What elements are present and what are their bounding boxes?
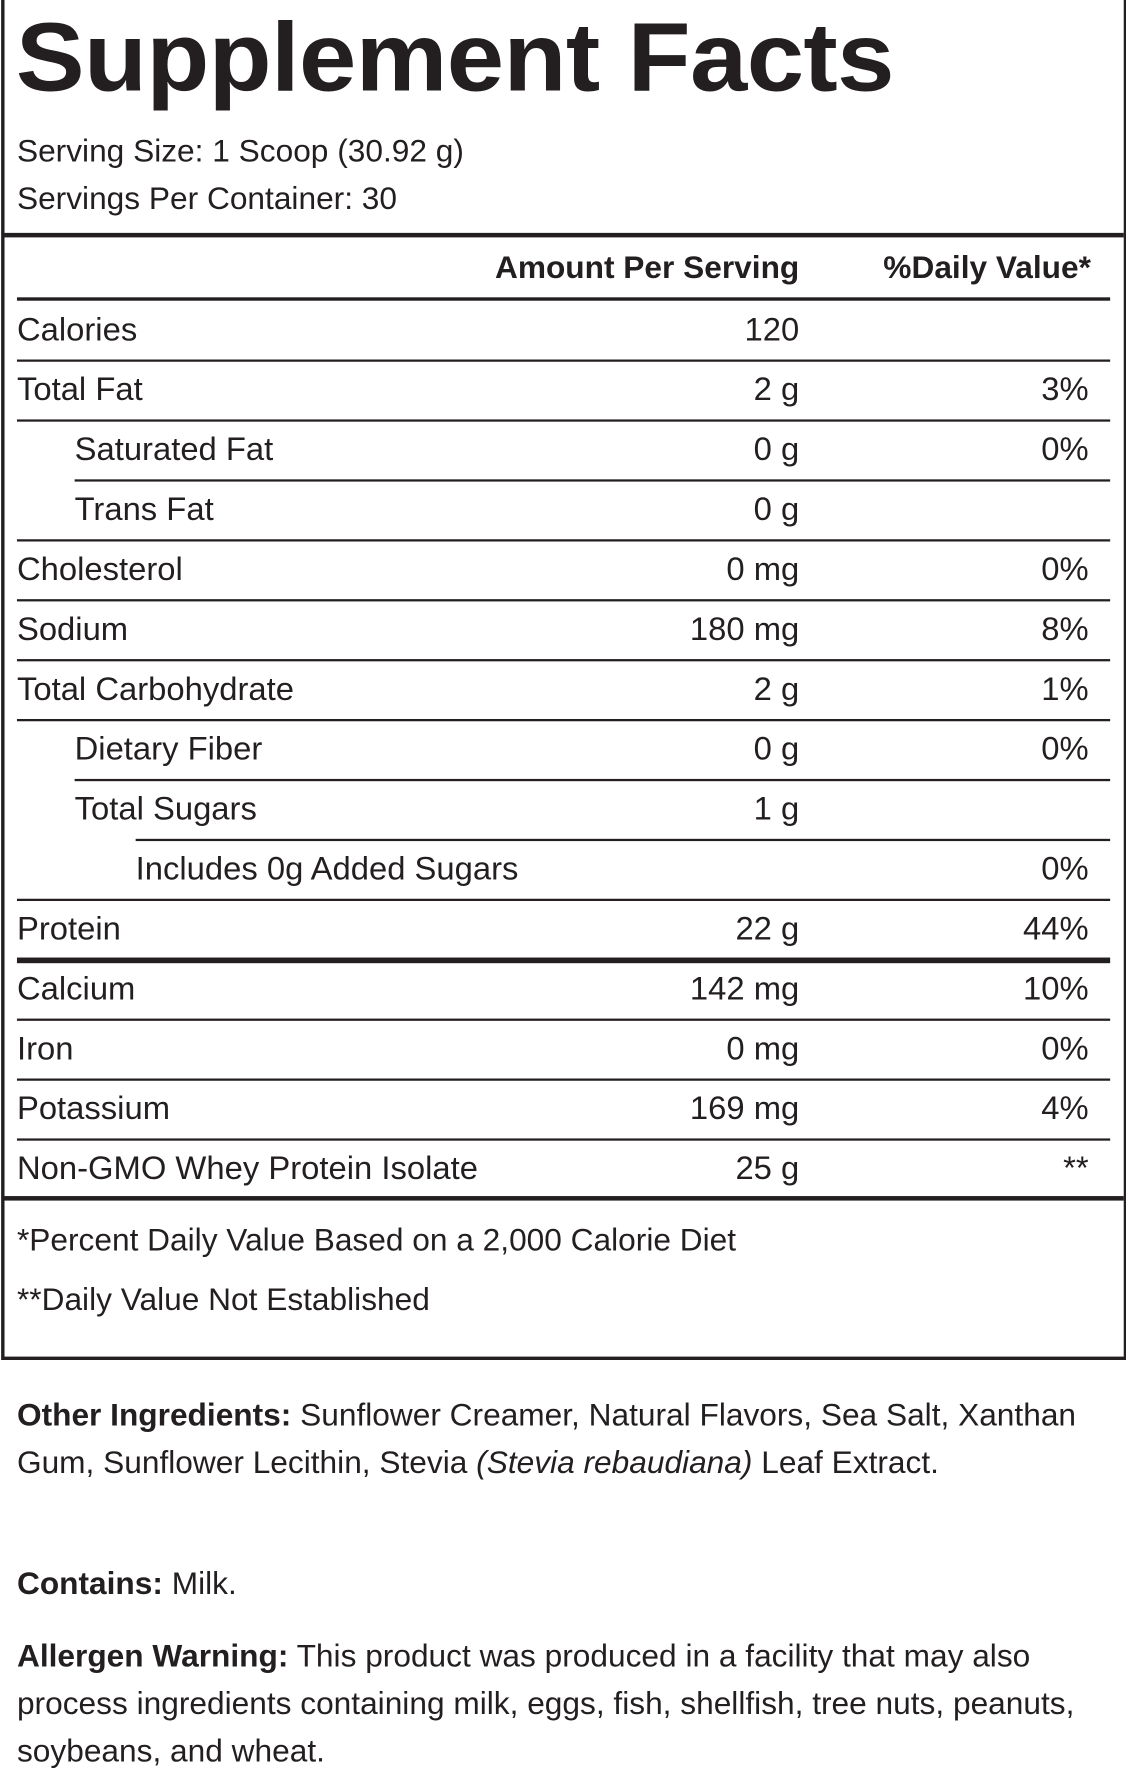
title: Supplement Facts: [15, 3, 895, 112]
amount: 0 mg: [726, 551, 800, 588]
nutrient-name: Saturated Fat: [74, 431, 274, 469]
nutrient-name: Dietary Fiber: [74, 731, 263, 768]
label: Contains:: [16, 1565, 163, 1601]
label: Allergen Warning:: [16, 1638, 289, 1674]
nutrient-name: Trans Fat: [74, 491, 214, 528]
dv-header: %Daily Value*: [883, 249, 1091, 285]
divider: [135, 838, 1111, 841]
amount: 180 mg: [689, 611, 800, 648]
daily-value: 0%: [1041, 851, 1089, 888]
nutrient-name: Non-GMO Whey Protein Isolate: [16, 1150, 478, 1188]
divider: [16, 659, 1111, 661]
nutrient-row: Calories 120: [0, 301, 1126, 362]
daily-value: 1%: [1041, 671, 1089, 708]
daily-value: 0%: [1041, 551, 1089, 588]
divider: [16, 957, 1111, 964]
nutrient-name: Calcium: [16, 971, 136, 1008]
divider: [16, 419, 1111, 422]
nutrient-row: Calcium 142 mg 10%: [0, 960, 1126, 1021]
divider: [16, 359, 1111, 362]
nutrient-name: Sodium: [16, 611, 129, 648]
amount: 22 g: [735, 911, 800, 948]
text: Leaf Extract.: [761, 1444, 939, 1480]
nutrient-name: Includes 0g Added Sugars: [135, 851, 519, 888]
footnote: **Daily Value Not Established: [16, 1281, 430, 1318]
divider: [2, 1196, 1124, 1201]
divider: [16, 718, 1111, 721]
footnote: *Percent Daily Value Based on a 2,000 Ca…: [16, 1222, 737, 1258]
allergen-warning: Allergen Warning: This product was produ…: [17, 1632, 1102, 1774]
divider: [16, 1078, 1111, 1081]
amount: 2 g: [753, 371, 800, 409]
nutrient-row: Potassium 169 mg 4%: [0, 1080, 1126, 1141]
servings-per-container: Servings Per Container: 30: [16, 180, 398, 216]
nutrient-name: Protein: [16, 911, 121, 948]
nutrient-row: Sodium 180 mg 8%: [0, 600, 1126, 661]
nutrient-name: Potassium: [16, 1090, 171, 1128]
nutrient-name: Total Sugars: [74, 791, 257, 828]
text: Milk.: [171, 1565, 237, 1601]
daily-value: 10%: [1023, 971, 1089, 1008]
amount: 0 g: [753, 731, 800, 768]
daily-value: 0%: [1041, 1031, 1089, 1068]
label: Other Ingredients:: [16, 1397, 292, 1433]
contains: Contains: Milk.: [17, 1560, 1102, 1607]
amount: 120: [744, 312, 800, 349]
nutrient-name: Calories: [16, 312, 138, 349]
serving-size: Serving Size: 1 Scoop (30.92 g): [16, 133, 464, 169]
amount: 0 g: [753, 431, 800, 469]
amount: 142 mg: [689, 971, 800, 1008]
daily-value: 44%: [1023, 911, 1089, 948]
daily-value: **: [1063, 1150, 1089, 1188]
nutrient-name: Total Carbohydrate: [16, 671, 294, 708]
nutrient-row: Trans Fat 0 g: [0, 480, 1126, 541]
facts-box: [1, 0, 1126, 1360]
text: This product was produced in a facility …: [16, 1638, 1075, 1769]
divider: [16, 599, 1111, 601]
nutrient-row: Includes 0g Added Sugars 0%: [0, 840, 1126, 901]
nutrient-name: Cholesterol: [16, 551, 183, 588]
divider: [16, 539, 1111, 541]
amount: 1 g: [753, 791, 800, 828]
divider: [74, 479, 1111, 482]
other-ingredients: Other Ingredients: Sunflower Creamer, Na…: [17, 1392, 1102, 1487]
divider: [16, 898, 1111, 901]
divider: [16, 297, 1111, 301]
amount: 0 g: [753, 491, 800, 528]
nutrient-row: Dietary Fiber 0 g 0%: [0, 720, 1126, 781]
nutrient-row: Protein 22 g 44%: [0, 900, 1126, 964]
daily-value: 4%: [1041, 1090, 1089, 1128]
nutrient-row: Cholesterol 0 mg 0%: [0, 540, 1126, 601]
amount: 25 g: [735, 1150, 800, 1188]
nutrient-name: Iron: [16, 1031, 74, 1068]
amount: 0 mg: [726, 1031, 800, 1068]
nutrient-row: Total Fat 2 g 3%: [0, 361, 1126, 422]
nutrient-row: Iron 0 mg 0%: [0, 1020, 1126, 1081]
nutrient-row: Total Sugars 1 g: [0, 780, 1126, 841]
amount: 2 g: [753, 671, 800, 708]
divider: [16, 1138, 1111, 1141]
text: Sunflower Creamer, Natural Flavors, Sea …: [16, 1397, 1077, 1480]
divider: [2, 232, 1124, 238]
divider: [16, 1018, 1111, 1021]
text: (Stevia rebaudiana): [476, 1444, 753, 1480]
daily-value: 8%: [1041, 611, 1089, 648]
nutrient-name: Total Fat: [16, 371, 143, 409]
amount: 169 mg: [689, 1090, 800, 1128]
nutrient-row: Non-GMO Whey Protein Isolate 25 g **: [0, 1140, 1126, 1200]
daily-value: 3%: [1041, 371, 1089, 409]
nutrient-row: Saturated Fat 0 g 0%: [0, 421, 1126, 482]
amount-header: Amount Per Serving: [494, 249, 800, 285]
daily-value: 0%: [1041, 431, 1089, 469]
nutrient-row: Total Carbohydrate 2 g 1%: [0, 660, 1126, 721]
daily-value: 0%: [1041, 731, 1089, 768]
divider: [74, 778, 1111, 781]
